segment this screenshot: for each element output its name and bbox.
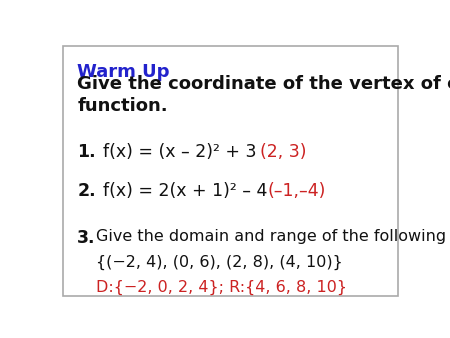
Text: Warm Up: Warm Up <box>77 63 170 81</box>
Text: f(x) = (x – 2)² + 3: f(x) = (x – 2)² + 3 <box>104 143 262 161</box>
Text: Give the domain and range of the following function.: Give the domain and range of the followi… <box>96 229 450 244</box>
Text: (–1,–4): (–1,–4) <box>267 183 326 200</box>
Text: (2, 3): (2, 3) <box>260 143 307 161</box>
Text: D:{−2, 0, 2, 4}; R:{4, 6, 8, 10}: D:{−2, 0, 2, 4}; R:{4, 6, 8, 10} <box>96 280 347 295</box>
Text: f(x) = 2(x + 1)² – 4: f(x) = 2(x + 1)² – 4 <box>104 183 273 200</box>
Text: 2.: 2. <box>77 183 96 200</box>
FancyBboxPatch shape <box>63 46 398 296</box>
Text: 1.: 1. <box>77 143 96 161</box>
Text: 3.: 3. <box>77 229 96 247</box>
Text: {(−2, 4), (0, 6), (2, 8), (4, 10)}: {(−2, 4), (0, 6), (2, 8), (4, 10)} <box>96 255 343 270</box>
Text: Give the coordinate of the vertex of each
function.: Give the coordinate of the vertex of eac… <box>77 75 450 115</box>
